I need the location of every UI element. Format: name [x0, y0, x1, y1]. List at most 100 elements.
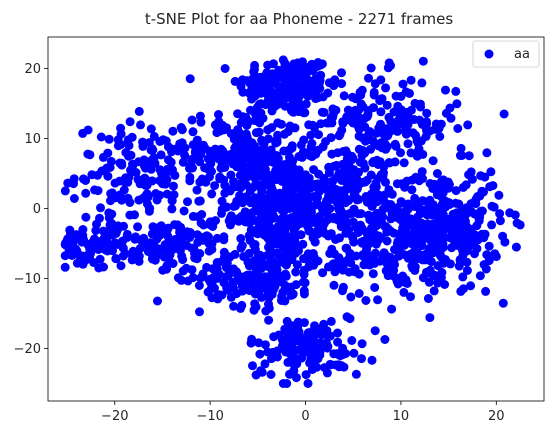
x-tick-label: 20 — [488, 409, 505, 424]
data-point — [78, 128, 88, 138]
data-point — [369, 182, 379, 192]
data-point — [146, 124, 156, 134]
data-point — [116, 123, 126, 133]
data-point — [279, 204, 289, 214]
data-point — [128, 160, 138, 169]
data-point — [125, 117, 135, 127]
data-point — [326, 186, 336, 196]
data-point — [378, 212, 387, 222]
data-point — [185, 74, 195, 84]
data-point — [115, 158, 125, 168]
data-point — [229, 264, 239, 274]
data-point — [444, 180, 454, 190]
data-point — [410, 193, 420, 203]
data-point — [162, 189, 172, 199]
data-point — [168, 126, 178, 136]
data-point — [347, 231, 357, 241]
data-point — [299, 80, 309, 90]
data-point — [293, 58, 303, 68]
data-point — [60, 240, 70, 250]
data-point — [418, 56, 428, 66]
data-point — [296, 71, 306, 81]
data-point — [327, 149, 337, 159]
data-point — [315, 338, 325, 348]
legend-box — [472, 40, 540, 68]
data-point — [142, 180, 152, 190]
legend: aa — [472, 40, 540, 68]
data-point — [335, 233, 344, 243]
data-point — [249, 67, 259, 77]
data-point — [128, 246, 138, 256]
data-point — [387, 304, 397, 314]
data-point — [260, 340, 270, 350]
data-point — [168, 244, 178, 254]
data-point — [113, 221, 123, 231]
data-point — [127, 132, 137, 142]
data-point — [263, 60, 273, 70]
data-point — [372, 128, 381, 138]
data-point — [338, 282, 348, 292]
data-point — [320, 176, 330, 186]
data-point — [354, 144, 364, 154]
data-point — [441, 216, 451, 226]
data-point — [311, 149, 321, 159]
data-point — [354, 289, 364, 298]
data-point — [269, 157, 278, 167]
data-point — [499, 109, 509, 119]
data-point — [96, 203, 105, 213]
data-point — [455, 215, 465, 225]
data-point — [370, 283, 380, 292]
data-point — [269, 69, 279, 79]
data-point — [155, 231, 165, 240]
data-point — [254, 338, 264, 348]
data-point — [308, 336, 318, 346]
data-point — [324, 262, 333, 272]
data-point — [188, 273, 198, 283]
data-point — [345, 179, 355, 189]
data-point — [329, 81, 339, 91]
data-point — [133, 222, 143, 232]
data-point — [226, 170, 236, 180]
data-point — [481, 286, 491, 296]
data-point — [244, 261, 254, 271]
data-point — [157, 168, 166, 178]
data-point — [135, 179, 145, 189]
data-point — [178, 255, 188, 265]
data-point — [263, 233, 273, 243]
data-point — [438, 236, 447, 246]
data-point — [286, 348, 296, 358]
data-point — [451, 186, 461, 196]
data-point — [264, 202, 274, 212]
data-point — [149, 131, 159, 141]
data-point — [299, 344, 309, 354]
data-point — [303, 174, 313, 184]
data-point — [99, 233, 109, 243]
data-point — [367, 355, 377, 365]
data-point — [234, 216, 244, 226]
data-point — [435, 246, 445, 256]
data-point — [280, 269, 290, 279]
data-point — [72, 258, 82, 268]
data-point — [452, 99, 462, 109]
data-point — [303, 328, 313, 338]
data-point — [127, 255, 137, 265]
data-point — [436, 273, 446, 283]
data-point — [150, 242, 160, 252]
data-point — [254, 127, 264, 137]
data-point — [382, 199, 391, 209]
data-point — [421, 132, 431, 141]
data-point — [367, 201, 377, 211]
data-point — [238, 280, 248, 290]
data-point — [370, 326, 380, 336]
data-point — [430, 203, 440, 213]
data-point — [399, 158, 409, 168]
y-axis: −20 −10 0 10 20 — [14, 62, 48, 357]
data-point — [219, 278, 229, 288]
data-point — [354, 113, 364, 122]
data-point — [242, 172, 252, 182]
data-point — [158, 265, 168, 275]
data-point — [427, 210, 437, 220]
data-point — [236, 234, 246, 243]
data-point — [376, 107, 386, 117]
